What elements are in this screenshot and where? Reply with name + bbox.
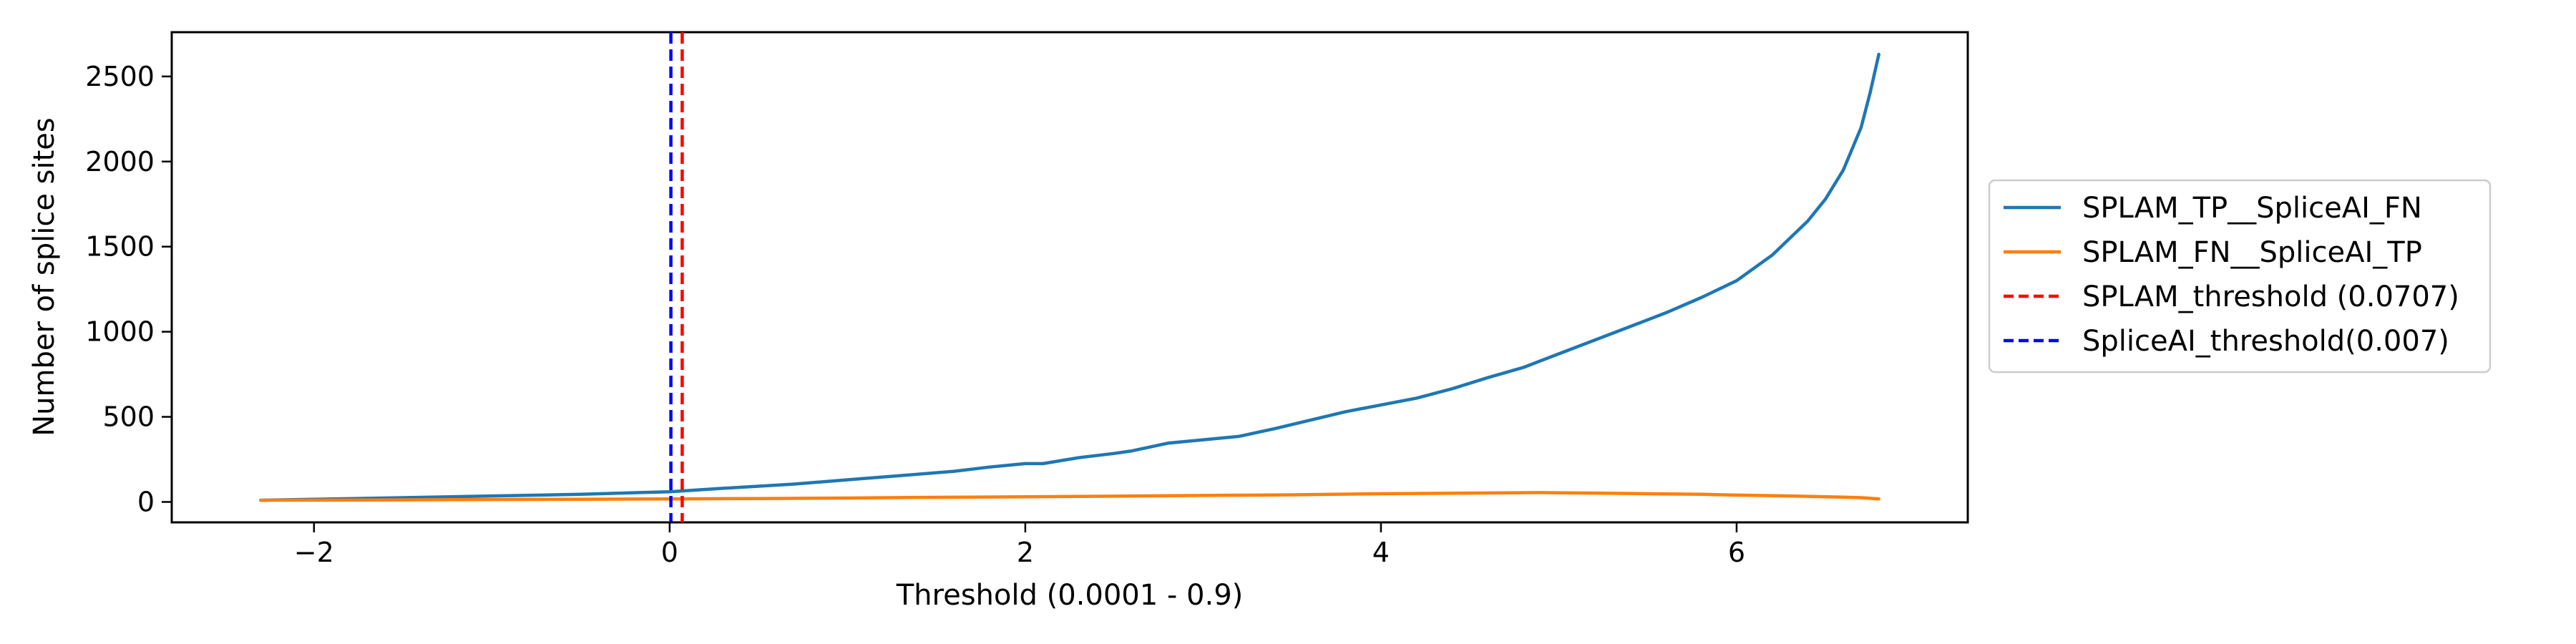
y-axis-ticks: 0 500 1000 1500 2000 2500 <box>85 61 172 517</box>
x-tick-label: 6 <box>1728 537 1745 568</box>
legend: SPLAM_TP__SpliceAI_FN SPLAM_FN__SpliceAI_… <box>1988 179 2492 374</box>
y-axis-label: Number of splice sites <box>28 117 61 436</box>
legend-items: SPLAM_TP__SpliceAI_FN SPLAM_FN__SpliceAI_… <box>2004 192 2459 358</box>
y-tick-label: 1000 <box>85 316 155 348</box>
legend-label: SPLAM_TP__SpliceAI_FN <box>2082 192 2422 225</box>
plot-frame <box>170 31 1969 524</box>
y-tick-label: 2000 <box>85 146 155 177</box>
y-tick-label: 1500 <box>85 231 155 263</box>
series-layer <box>259 52 1880 502</box>
legend-label: SPLAM_threshold (0.0707) <box>2082 280 2459 313</box>
x-tick-label: 0 <box>661 537 678 568</box>
series-line-2 <box>259 491 1880 502</box>
legend-label: SpliceAI_threshold(0.007) <box>2082 325 2449 358</box>
x-axis-ticks: −2 0 2 4 6 <box>294 522 1745 568</box>
plot-area: −2 0 2 4 6 0 500 1000 1500 2000 2500 <box>85 31 1969 568</box>
x-tick-label: 4 <box>1372 537 1390 568</box>
legend-frame <box>1988 179 2492 374</box>
legend-label: SPLAM_FN__SpliceAI_TP <box>2082 236 2422 269</box>
y-tick-label: 500 <box>102 401 155 433</box>
vline-layer <box>669 32 684 522</box>
series-line-1 <box>259 52 1880 502</box>
x-tick-label: 2 <box>1017 537 1034 568</box>
y-tick-label: 0 <box>137 486 155 517</box>
y-tick-label: 2500 <box>85 61 155 92</box>
x-tick-label: −2 <box>294 537 334 568</box>
x-axis-label: Threshold (0.0001 - 0.9) <box>896 579 1244 612</box>
